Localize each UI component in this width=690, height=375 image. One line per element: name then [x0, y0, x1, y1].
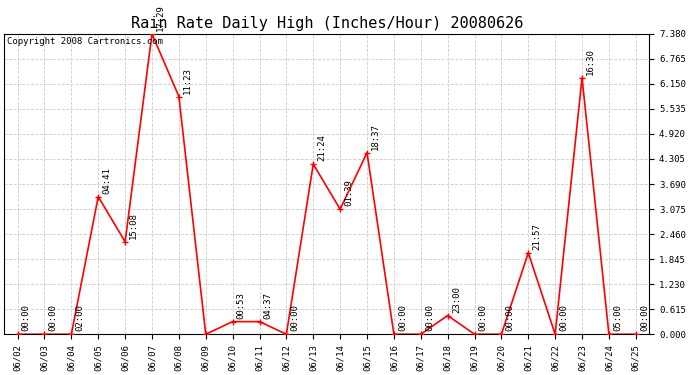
- Text: 02:00: 02:00: [75, 304, 85, 332]
- Text: 01:39: 01:39: [344, 180, 353, 207]
- Text: 23:00: 23:00: [452, 286, 461, 313]
- Title: Rain Rate Daily High (Inches/Hour) 20080626: Rain Rate Daily High (Inches/Hour) 20080…: [130, 16, 523, 31]
- Text: 00:00: 00:00: [22, 304, 31, 332]
- Text: 05:00: 05:00: [613, 304, 622, 332]
- Text: 16:30: 16:30: [586, 48, 595, 75]
- Text: 00:00: 00:00: [290, 304, 299, 332]
- Text: 17:29: 17:29: [156, 4, 165, 31]
- Text: 00:00: 00:00: [640, 304, 649, 332]
- Text: 15:08: 15:08: [129, 212, 138, 239]
- Text: 00:00: 00:00: [398, 304, 407, 332]
- Text: 00:00: 00:00: [479, 304, 488, 332]
- Text: 00:00: 00:00: [560, 304, 569, 332]
- Text: Copyright 2008 Cartronics.com: Copyright 2008 Cartronics.com: [8, 37, 164, 46]
- Text: 21:57: 21:57: [533, 223, 542, 250]
- Text: 04:37: 04:37: [264, 292, 273, 319]
- Text: 04:41: 04:41: [102, 167, 111, 194]
- Text: 00:00: 00:00: [506, 304, 515, 332]
- Text: 18:37: 18:37: [371, 123, 380, 150]
- Text: 00:00: 00:00: [425, 304, 434, 332]
- Text: 00:00: 00:00: [49, 304, 58, 332]
- Text: 21:24: 21:24: [317, 134, 326, 161]
- Text: 00:53: 00:53: [237, 292, 246, 319]
- Text: 11:23: 11:23: [183, 67, 192, 94]
